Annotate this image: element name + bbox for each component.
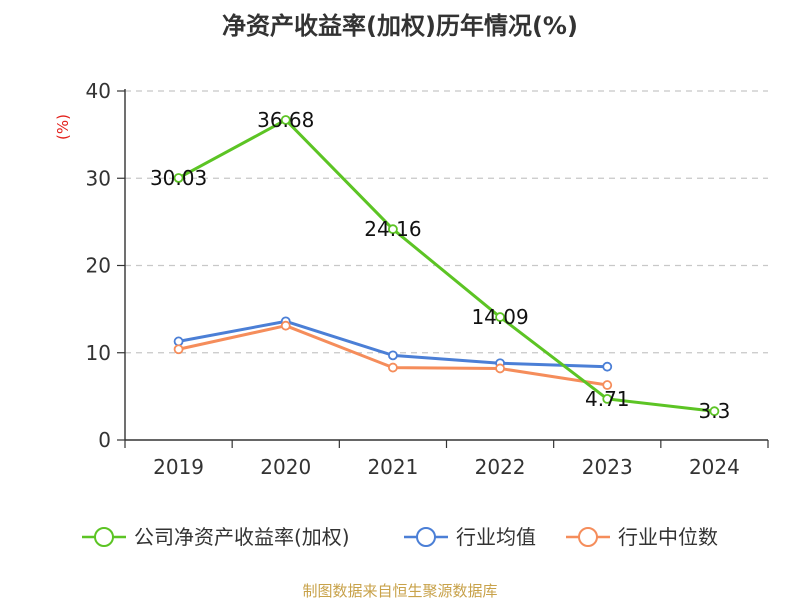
legend-label: 公司净资产收益率(加权) xyxy=(134,525,350,549)
y-tick-label: 30 xyxy=(86,166,111,190)
legend-swatch-marker xyxy=(416,527,436,547)
grid-lines xyxy=(125,90,768,354)
legend-label: 行业中位数 xyxy=(618,525,718,549)
data-point xyxy=(495,312,505,322)
y-tick-label: 10 xyxy=(86,341,111,365)
data-label: 4.71 xyxy=(585,387,630,411)
x-tick-label: 2024 xyxy=(689,455,740,479)
data-point xyxy=(388,350,398,361)
x-tick-label: 2023 xyxy=(582,455,633,479)
data-point xyxy=(388,224,398,235)
legend-swatch-marker xyxy=(94,527,114,547)
data-point xyxy=(602,380,613,390)
y-tick-label: 0 xyxy=(98,428,111,452)
source-note: 制图数据来自恒生聚源数据库 xyxy=(302,582,497,600)
x-tick-label: 2022 xyxy=(475,455,526,479)
data-labels: 30.03 36.68 24.16 14.09 4.71 3.3 xyxy=(150,108,730,423)
data-point xyxy=(495,363,505,374)
y-tick-labels: 0 10 20 30 40 xyxy=(86,79,111,452)
data-label: 36.68 xyxy=(257,108,314,132)
series-line xyxy=(177,118,715,413)
series-lines xyxy=(173,115,720,417)
x-tick-label: 2021 xyxy=(367,455,418,479)
x-tick-label: 2020 xyxy=(260,455,311,479)
x-tick-labels: 2019 2020 2021 2022 2023 2024 xyxy=(153,455,740,479)
legend-label: 行业均值 xyxy=(456,525,536,549)
axes xyxy=(117,89,769,448)
legend: 公司净资产收益率(加权) 行业均值 行业中位数 xyxy=(82,525,718,549)
data-point xyxy=(280,115,291,125)
data-point xyxy=(602,361,613,372)
y-axis-unit: (%) xyxy=(54,114,72,140)
y-tick-label: 20 xyxy=(86,254,111,278)
data-point xyxy=(173,344,184,355)
data-label: 3.3 xyxy=(699,399,731,423)
data-point xyxy=(280,320,291,331)
data-point xyxy=(602,394,613,404)
data-point xyxy=(173,173,184,183)
data-point xyxy=(173,336,184,347)
data-point xyxy=(709,406,720,417)
data-point xyxy=(388,362,398,373)
data-label: 24.16 xyxy=(364,217,421,241)
data-label: 14.09 xyxy=(471,305,528,329)
chart-title: 净资产收益率(加权)历年情况(%) xyxy=(222,12,578,40)
x-tick-label: 2019 xyxy=(153,455,204,479)
data-label: 30.03 xyxy=(150,166,207,190)
legend-swatch-marker xyxy=(578,527,598,547)
y-tick-label: 40 xyxy=(86,79,111,103)
